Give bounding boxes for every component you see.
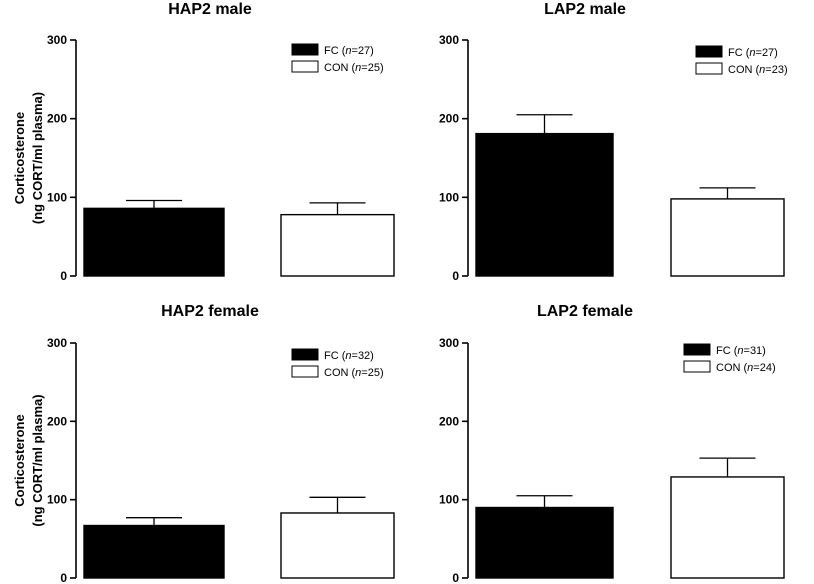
legend-label: FC (n=32)	[324, 350, 374, 362]
y-tick-label: 100	[439, 493, 459, 507]
panel-title: LAP2 female	[537, 303, 633, 320]
legend-label: CON (n=25)	[324, 367, 384, 379]
y-tick-label: 300	[439, 33, 459, 47]
y-tick-label: 100	[439, 190, 459, 204]
panel-lap2-male: LAP2 male 0 100 200 300 FC (n=27) CON (n=23)	[439, 1, 788, 283]
bar-fc	[83, 524, 225, 579]
legend-swatch-fc	[695, 45, 723, 58]
y-tick-label: 0	[60, 269, 67, 283]
y-tick-label: 200	[439, 414, 459, 428]
y-tick-label: 300	[47, 33, 67, 47]
bar-fc	[475, 506, 614, 579]
legend-swatch-con	[695, 62, 723, 75]
legend-swatch-con	[683, 360, 711, 373]
bar-con	[280, 512, 395, 579]
legend-label: CON (n=25)	[324, 62, 384, 74]
y-tick-label: 100	[47, 190, 67, 204]
y-tick-label: 100	[47, 493, 67, 507]
bar-con	[670, 476, 785, 579]
y-tick-label: 200	[439, 112, 459, 126]
legend-swatch-fc	[291, 43, 319, 56]
y-tick-label: 0	[60, 571, 67, 584]
legend-swatch-fc	[291, 348, 319, 361]
y-axis-label: (ng CORT/ml plasma)	[30, 92, 45, 224]
y-tick-label: 200	[47, 414, 67, 428]
y-tick-label: 300	[47, 336, 67, 350]
y-tick-label: 200	[47, 112, 67, 126]
y-tick-label: 0	[452, 571, 459, 584]
legend-swatch-con	[291, 60, 319, 73]
panel-hap2-female: HAP2 female Corticosterone (ng CORT/ml pla…	[12, 303, 395, 584]
legend-label: FC (n=31)	[716, 345, 766, 357]
y-tick-label: 0	[452, 269, 459, 283]
y-axis-label: Corticosterone	[12, 414, 27, 506]
legend-label: CON (n=24)	[716, 362, 776, 374]
y-axis-label: Corticosterone	[12, 112, 27, 204]
bar-con	[670, 198, 785, 277]
legend-label: FC (n=27)	[728, 47, 778, 59]
legend-swatch-fc	[683, 343, 711, 356]
panel-lap2-female: LAP2 female 0 100 200 300 FC (n=31) CON (n=24)	[439, 303, 785, 584]
legend-label: CON (n=23)	[728, 64, 788, 76]
panel-hap2-male: HAP2 male Corticosterone (ng CORT/ml plasm…	[12, 1, 395, 283]
panel-title: HAP2 male	[168, 1, 252, 18]
panel-title: HAP2 female	[161, 303, 259, 320]
legend-swatch-con	[291, 365, 319, 378]
bar-fc	[83, 207, 225, 277]
y-axis-label: (ng CORT/ml plasma)	[30, 394, 45, 526]
panel-title: LAP2 male	[544, 1, 626, 18]
legend-label: FC (n=27)	[324, 45, 374, 57]
bar-con	[280, 213, 395, 277]
bar-fc	[475, 132, 614, 277]
y-tick-label: 300	[439, 336, 459, 350]
